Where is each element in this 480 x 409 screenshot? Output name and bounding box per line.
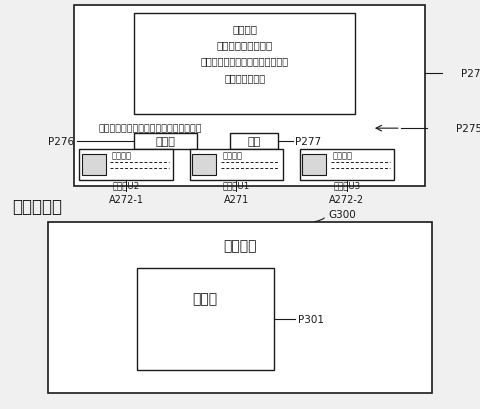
Text: P275: P275 (456, 124, 480, 134)
Bar (230, 134, 278, 149)
Text: 応援効果: 応援効果 (112, 151, 132, 160)
Text: 勝　利: 勝 利 (192, 292, 218, 306)
Text: 上記の連係アクションを発動しますか？: 上記の連係アクションを発動しますか？ (98, 124, 202, 133)
Text: 盗塁援護: 盗塁援護 (232, 24, 257, 34)
Text: A272-1: A272-1 (108, 194, 144, 204)
Text: はい: はい (248, 137, 261, 146)
Text: 試合結果: 試合結果 (223, 238, 257, 252)
Bar (137, 268, 274, 370)
Bar (302, 155, 326, 176)
Text: 応援効果: 応援効果 (222, 151, 242, 160)
Bar (300, 150, 394, 181)
Text: ユーザU3: ユーザU3 (333, 181, 360, 190)
Text: いいえ: いいえ (156, 137, 176, 146)
Text: 【図２９】: 【図２９】 (12, 198, 62, 216)
Text: ボーナス条件：打者が空振りして: ボーナス条件：打者が空振りして (201, 56, 289, 66)
Text: P274: P274 (461, 69, 480, 79)
Text: ユーザU1: ユーザU1 (223, 181, 250, 190)
Text: P276: P276 (48, 137, 74, 146)
Bar (74, 6, 425, 186)
Bar (79, 150, 173, 181)
Bar (82, 155, 106, 176)
Text: 応援効果: 応援効果 (333, 151, 353, 160)
Text: P277: P277 (295, 137, 321, 146)
Bar (192, 155, 216, 176)
Text: A271: A271 (224, 194, 249, 204)
Bar (190, 150, 283, 181)
Text: 走者が盗塁成功: 走者が盗塁成功 (224, 73, 265, 83)
Bar (134, 134, 197, 149)
Text: G300: G300 (329, 210, 357, 220)
Text: A272-2: A272-2 (329, 194, 364, 204)
Text: P301: P301 (298, 314, 324, 324)
Text: ユーザU2: ユーザU2 (112, 181, 140, 190)
Bar (134, 14, 355, 115)
Text: 打者及び走者プレイ: 打者及び走者プレイ (216, 40, 273, 50)
Bar (48, 223, 432, 393)
